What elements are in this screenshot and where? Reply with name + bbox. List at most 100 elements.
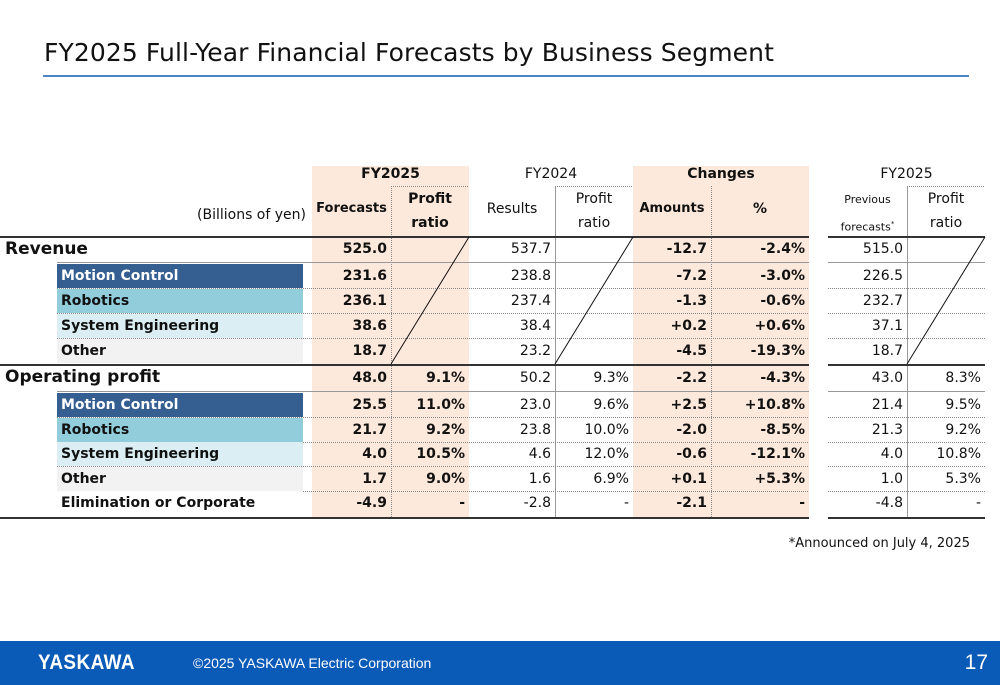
cell-pct: +10.8% [744,397,805,413]
row-divider [57,441,809,443]
cell-forecast: 231.6 [342,268,387,284]
segment-label: Other [57,466,303,491]
column-divider [555,186,556,518]
header-forecasts: Forecasts [316,201,387,216]
header-divider [555,186,633,187]
segment-label: Robotics [57,417,303,442]
row-divider [57,288,809,289]
cell-results-ratio: 6.9% [593,470,629,487]
forecast-table: FY2025 FY2024 Changes FY2025 (Billions o… [0,166,986,519]
row-divider [57,490,809,492]
cell-prev: 37.1 [871,318,903,334]
cell-results-ratio: 10.0% [584,421,629,438]
cell-pct: -3.0% [760,268,805,284]
cell-prev: 43.0 [871,370,903,386]
header-results: Results [486,201,538,217]
cell-ratio: 9.1% [426,370,465,386]
cell-pct: +5.3% [754,470,805,487]
header-divider [907,186,985,187]
row-divider [828,313,985,314]
cell-amount: +0.2 [670,318,707,334]
cell-results: 23.8 [519,421,551,438]
cell-results: 23.2 [519,343,551,359]
cell-prev: -4.8 [875,495,903,512]
cell-ratio: 9.2% [426,421,465,438]
row-divider [828,417,985,418]
row-divider [828,288,985,289]
cell-ratio: - [459,495,465,512]
cell-results: 50.2 [519,370,551,386]
cell-forecast: 25.5 [352,397,387,413]
header-results-profit-ratio: Profit ratio [575,191,613,231]
row-divider [828,466,985,468]
cell-forecast: 21.7 [352,421,387,438]
title-underline [43,75,969,77]
cell-pct: - [799,495,805,512]
row-divider [828,391,985,392]
cell-results-ratio: 9.3% [593,370,629,386]
header-previous-forecasts: Previous forecasts* [840,193,895,234]
cell-amount: -7.2 [676,268,707,284]
cell-prev-ratio: 8.3% [945,370,981,386]
table-bottom-rule [828,517,985,519]
row-divider [57,313,809,314]
cell-amount: -2.0 [676,421,707,438]
cell-amount: -12.7 [666,241,707,257]
cell-pct: +0.6% [754,318,805,334]
footnote-marker: * [890,220,895,228]
row-divider [828,441,985,443]
cell-forecast: 525.0 [342,241,387,257]
row-label-revenue: Revenue [5,239,88,259]
row-divider [828,490,985,492]
header-profit-ratio: Profit ratio [408,191,452,231]
cell-prev: 226.5 [862,268,903,284]
cell-results: -2.8 [523,495,551,512]
cell-results: 238.8 [510,268,551,284]
cell-forecast: -4.9 [356,495,387,512]
cell-pct: -2.4% [760,241,805,257]
header-changes: Changes [687,166,755,182]
header-bottom-rule [0,236,809,238]
segment-label: Elimination or Corporate [57,491,303,516]
footnote: *Announced on July 4, 2025 [788,536,970,551]
cell-ratio: 10.5% [416,446,465,463]
cell-prev: 515.0 [862,241,903,257]
cell-pct: -8.5% [760,421,805,438]
empty-cell-slash [906,236,986,365]
cell-amount: +2.5 [670,397,707,413]
cell-forecast: 48.0 [352,370,387,386]
row-divider [57,417,809,418]
cell-amount: -1.3 [676,293,707,309]
header-bottom-rule [828,236,985,238]
cell-results: 1.6 [528,470,551,487]
cell-prev: 21.3 [871,421,903,438]
cell-amount: -2.2 [676,370,707,386]
header-divider [391,186,469,187]
cell-prev-ratio: - [975,495,981,512]
section-rule [0,364,809,366]
cell-prev-ratio: 9.2% [945,421,981,438]
cell-ratio: 11.0% [416,397,465,413]
header-fy2025-previous: FY2025 [880,166,933,182]
cell-prev: 232.7 [862,293,903,309]
row-divider [57,466,809,468]
section-rule [828,364,985,366]
header-amounts: Amounts [639,201,705,216]
unit-label: (Billions of yen) [197,207,306,223]
cell-prev: 4.0 [880,446,903,463]
segment-label: System Engineering [57,442,303,467]
segment-label: Motion Control [57,393,303,417]
cell-forecast: 18.7 [352,343,387,359]
cell-prev-ratio: 5.3% [945,470,981,487]
page-number: 17 [964,651,988,674]
company-logo: YASKAWA [38,651,135,674]
segment-label: Robotics [57,289,303,313]
cell-prev: 18.7 [871,343,903,359]
header-fy2024: FY2024 [524,166,578,182]
cell-results: 4.6 [528,446,551,463]
cell-results-ratio: 12.0% [584,446,629,463]
column-divider [711,186,712,518]
row-divider [57,338,809,339]
cell-amount: -2.1 [676,495,707,512]
row-divider [828,338,985,339]
